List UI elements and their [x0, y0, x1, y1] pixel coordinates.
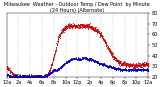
Title: Milwaukee  Weather - Outdoor Temp / Dew Point  by Minute  (24 Hours) (Alternate): Milwaukee Weather - Outdoor Temp / Dew P… [4, 2, 151, 13]
